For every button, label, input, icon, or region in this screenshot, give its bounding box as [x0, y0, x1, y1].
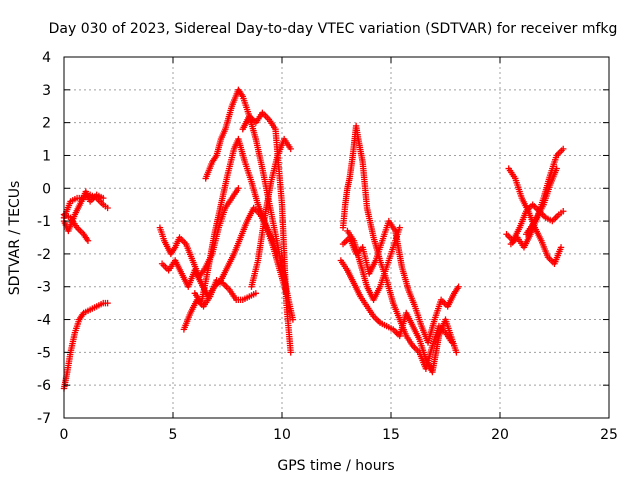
data-point-marker	[560, 208, 567, 215]
y-tick-label: -6	[37, 378, 51, 394]
y-tick-label: -3	[37, 280, 51, 296]
data-point-marker	[235, 185, 242, 192]
data-point-marker	[553, 165, 560, 172]
x-tick-label: 10	[273, 427, 291, 443]
data-series	[60, 299, 111, 392]
chart-title: Day 030 of 2023, Sidereal Day-to-day VTE…	[49, 21, 618, 37]
data-point-marker	[557, 244, 565, 251]
data-point-marker	[287, 145, 294, 153]
x-tick-label: 5	[169, 427, 178, 443]
x-tick-label: 20	[491, 427, 509, 443]
x-tick-label: 0	[60, 427, 69, 443]
x-axis-label: GPS time / hours	[277, 458, 394, 474]
data-point-marker	[104, 299, 111, 307]
data-series	[337, 257, 460, 376]
y-tick-label: 1	[42, 148, 51, 164]
y-tick-label: 4	[42, 50, 51, 66]
data-series	[191, 135, 281, 307]
y-tick-label: 3	[42, 83, 51, 99]
y-tick-label: -1	[37, 214, 51, 230]
axis-ticks: 0 5 10 15 20 25 -7 -6 -5 -4 -3 -2 -1 0 1 2 3 4	[37, 50, 618, 443]
data-point-marker	[560, 145, 567, 153]
data-series	[180, 276, 260, 333]
data-series	[239, 109, 294, 356]
y-tick-label: 2	[42, 116, 51, 132]
data-point-marker	[287, 349, 294, 356]
x-tick-label: 15	[382, 427, 400, 443]
grid	[64, 57, 609, 418]
data-series	[522, 165, 560, 238]
data-point-marker	[289, 316, 297, 323]
plot-frame	[63, 56, 610, 419]
data-series	[344, 224, 403, 304]
data-marks	[60, 86, 567, 392]
data-point-marker	[84, 237, 92, 244]
y-tick-label: -4	[37, 313, 51, 329]
y-axis-label: SDTVAR / TECUs	[7, 181, 23, 296]
data-point-marker	[455, 283, 462, 290]
data-series	[503, 201, 567, 244]
x-tick-label: 25	[600, 427, 618, 443]
data-series	[505, 165, 565, 267]
data-point-marker	[453, 349, 460, 356]
y-tick-label: -7	[37, 411, 51, 427]
data-point-marker	[100, 194, 107, 202]
y-tick-label: -5	[37, 345, 51, 361]
data-point-marker	[104, 204, 111, 212]
y-tick-label: 0	[42, 181, 51, 197]
data-point-marker	[396, 224, 403, 231]
y-tick-label: -2	[37, 247, 51, 263]
data-point-marker	[252, 290, 260, 297]
